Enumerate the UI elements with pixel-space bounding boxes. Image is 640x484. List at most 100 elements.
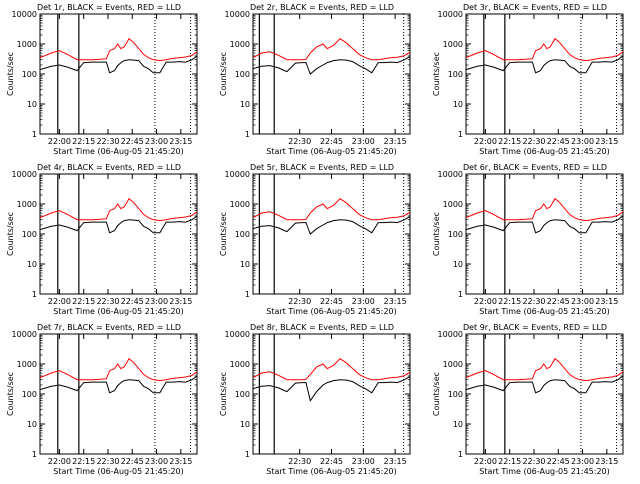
y-tick-label: 10000 (438, 330, 463, 339)
y-tick-label: 1 (245, 130, 250, 139)
y-axis-label: Counts/sec (6, 372, 15, 416)
detector-panel-5: Det 5r, BLACK = Events, RED = LLD 1 10 100 1… (219, 163, 411, 316)
y-tick-label: 1000 (230, 360, 250, 369)
x-tick-label: 22:45 (121, 457, 144, 466)
x-tick-label: 22:45 (320, 297, 343, 306)
x-tick-label: 22:15 (498, 457, 521, 466)
x-tick-label: 23:15 (595, 457, 618, 466)
events-series-line (252, 216, 411, 235)
x-tick-label: 23:00 (571, 297, 594, 306)
x-tick-label: 23:00 (352, 137, 375, 146)
x-axis-label: Start Time (06-Aug-05 21:45:20) (266, 307, 397, 316)
x-tick-label: 23:00 (352, 457, 375, 466)
y-axis-label: Counts/sec (6, 52, 15, 96)
detector-panel-3: Det 3r, BLACK = Events, RED = LLD 1 10 100 1… (432, 3, 624, 156)
y-tick-label: 100 (235, 390, 250, 399)
events-series-line (465, 375, 624, 394)
plot-frame (465, 173, 624, 295)
x-tick-label: 22:30 (522, 137, 545, 146)
y-axis-label: Counts/sec (6, 212, 15, 256)
events-series-line (465, 215, 624, 234)
x-tick-label: 22:30 (96, 137, 119, 146)
y-tick-label: 10000 (438, 170, 463, 179)
y-tick-label: 10 (27, 100, 37, 109)
y-axis-label: Counts/sec (432, 372, 441, 416)
y-tick-label: 10 (240, 100, 250, 109)
y-tick-label: 1 (245, 290, 250, 299)
y-axis-label: Counts/sec (432, 212, 441, 256)
lld-series-line (39, 37, 198, 62)
events-series-line (39, 375, 198, 394)
plot-frame (252, 333, 411, 455)
x-tick-label: 22:45 (547, 137, 570, 146)
plot-frame (39, 333, 198, 455)
detector-panel-8: Det 8r, BLACK = Events, RED = LLD 1 10 100 1… (219, 323, 411, 476)
events-series-line (39, 55, 198, 74)
y-tick-label: 10000 (225, 330, 250, 339)
panel-title: Det 3r, BLACK = Events, RED = LLD (463, 3, 607, 12)
panel-title: Det 4r, BLACK = Events, RED = LLD (37, 163, 181, 172)
x-tick-label: 22:45 (320, 137, 343, 146)
x-tick-label: 23:15 (169, 297, 192, 306)
y-tick-label: 100 (22, 390, 37, 399)
y-tick-label: 1000 (443, 200, 463, 209)
y-tick-label: 1 (32, 450, 37, 459)
y-tick-label: 1 (458, 450, 463, 459)
y-tick-label: 1000 (17, 40, 37, 49)
x-axis-label: Start Time (06-Aug-05 21:45:20) (53, 467, 184, 476)
plot-frame (465, 333, 624, 455)
events-series-line (39, 215, 198, 234)
y-tick-label: 100 (22, 230, 37, 239)
x-tick-label: 22:30 (522, 297, 545, 306)
x-tick-label: 23:15 (384, 297, 407, 306)
panel-title: Det 9r, BLACK = Events, RED = LLD (463, 323, 607, 332)
events-series-line (465, 55, 624, 74)
panel-title: Det 2r, BLACK = Events, RED = LLD (250, 3, 394, 12)
x-tick-label: 23:15 (169, 457, 192, 466)
x-tick-label: 22:00 (474, 297, 497, 306)
x-tick-label: 22:15 (72, 137, 95, 146)
x-tick-label: 23:15 (384, 137, 407, 146)
y-tick-label: 1000 (443, 40, 463, 49)
y-tick-label: 10 (453, 100, 463, 109)
events-series-line (252, 56, 411, 75)
y-tick-label: 1 (32, 290, 37, 299)
y-tick-label: 10 (27, 260, 37, 269)
x-axis-label: Start Time (06-Aug-05 21:45:20) (479, 307, 610, 316)
x-tick-label: 23:15 (595, 137, 618, 146)
x-axis-label: Start Time (06-Aug-05 21:45:20) (479, 467, 610, 476)
x-axis-label: Start Time (06-Aug-05 21:45:20) (479, 147, 610, 156)
lld-series-line (252, 38, 411, 61)
y-tick-label: 1000 (230, 200, 250, 209)
panel-title: Det 7r, BLACK = Events, RED = LLD (37, 323, 181, 332)
x-tick-label: 22:45 (121, 297, 144, 306)
panel-title: Det 5r, BLACK = Events, RED = LLD (250, 163, 394, 172)
x-tick-label: 22:45 (121, 137, 144, 146)
x-tick-label: 22:00 (474, 137, 497, 146)
x-tick-label: 22:00 (48, 457, 71, 466)
y-axis-label: Counts/sec (219, 212, 228, 256)
y-tick-label: 10 (240, 420, 250, 429)
x-tick-label: 23:00 (571, 137, 594, 146)
x-tick-label: 22:15 (498, 297, 521, 306)
x-tick-label: 23:00 (571, 457, 594, 466)
x-tick-label: 23:00 (145, 297, 168, 306)
x-axis-label: Start Time (06-Aug-05 21:45:20) (266, 147, 397, 156)
detector-panel-4: Det 4r, BLACK = Events, RED = LLD 1 10 100 1… (6, 163, 198, 316)
y-tick-label: 100 (448, 390, 463, 399)
x-tick-label: 22:45 (547, 457, 570, 466)
lld-series-line (465, 357, 624, 382)
y-tick-label: 1 (458, 130, 463, 139)
x-tick-label: 23:15 (595, 297, 618, 306)
y-tick-label: 1 (245, 450, 250, 459)
x-tick-label: 22:00 (48, 297, 71, 306)
x-tick-label: 22:30 (96, 297, 119, 306)
x-axis-label: Start Time (06-Aug-05 21:45:20) (53, 147, 184, 156)
y-tick-label: 100 (235, 230, 250, 239)
detector-panel-6: Det 6r, BLACK = Events, RED = LLD 1 10 100 1… (432, 163, 624, 316)
detector-panel-7: Det 7r, BLACK = Events, RED = LLD 1 10 100 1… (6, 323, 198, 476)
x-tick-label: 22:30 (288, 137, 311, 146)
plot-frame (252, 173, 411, 295)
